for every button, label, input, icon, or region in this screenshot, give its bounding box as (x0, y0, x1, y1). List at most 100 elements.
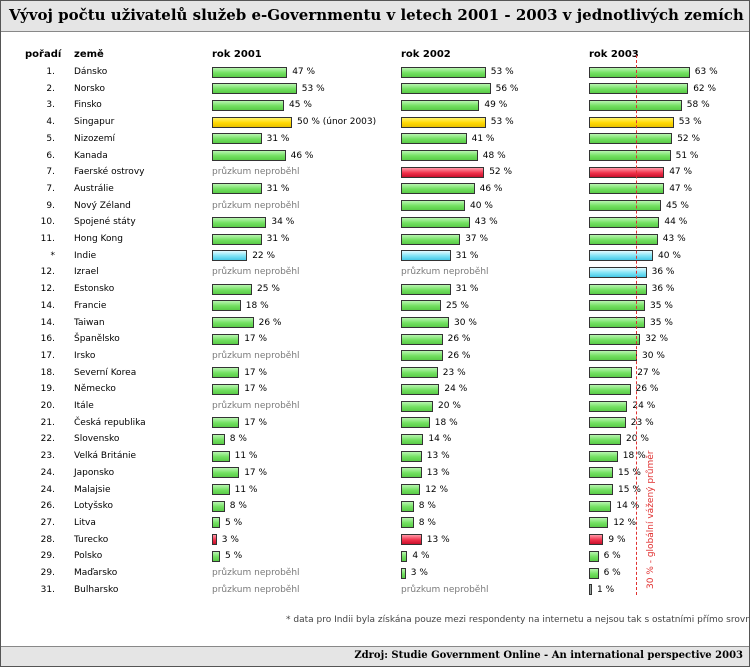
footnote: * data pro Indii byla získána pouze mezi… (286, 615, 750, 625)
bar (589, 266, 647, 278)
bar (212, 383, 240, 395)
data-label: 31 % (455, 284, 479, 295)
bar (401, 350, 443, 362)
bar (589, 350, 637, 362)
average-line-label: 30 % - globální vážený průměr (646, 450, 656, 589)
country-cell: Singapur (74, 117, 115, 128)
data-label: 13 % (426, 467, 450, 478)
country-cell: Malajsie (74, 484, 111, 495)
data-label: 17 % (244, 417, 268, 428)
data-label: 50 % (únor 2003) (297, 117, 377, 128)
rank-cell: 11. (40, 234, 55, 244)
bar (212, 534, 217, 546)
data-label: 8 % (418, 517, 436, 528)
bar (589, 400, 628, 412)
data-label: 20 % (438, 401, 461, 411)
not-surveyed-label: průzkum neproběhl (212, 267, 300, 278)
bar (212, 116, 292, 128)
bar (212, 216, 267, 228)
bar (589, 584, 592, 596)
bar (401, 150, 478, 161)
data-label: 17 % (244, 384, 268, 395)
data-label: 23 % (442, 367, 466, 378)
country-cell: Austrálie (74, 183, 114, 194)
country-cell: Faerské ostrovy (74, 167, 145, 178)
bar (589, 433, 621, 445)
rank-cell: 4. (46, 117, 55, 128)
bar (589, 417, 626, 429)
bar (401, 317, 449, 328)
rank-cell: 21. (40, 417, 55, 428)
data-label: 15 % (618, 484, 641, 495)
data-label: 5 % (225, 517, 243, 528)
bar (212, 183, 262, 195)
rank-cell: 23. (40, 451, 55, 462)
bar (401, 567, 406, 579)
data-label: 30 % (454, 317, 477, 328)
bar (212, 317, 254, 328)
bar (212, 417, 240, 429)
bar (212, 484, 230, 495)
bar (589, 83, 689, 95)
country-cell: Taiwan (74, 317, 105, 328)
title-bar: Vývoj počtu uživatelů služeb e-Governmen… (1, 1, 749, 32)
bar (401, 83, 491, 95)
data-label: 8 % (229, 501, 247, 512)
bar (401, 116, 486, 128)
data-label: 30 % (642, 350, 665, 361)
source-note: Zdroj: Studie Government Online - An int… (354, 650, 743, 661)
data-label: 48 % (482, 150, 506, 161)
data-label: 3 % (410, 568, 428, 578)
bar (589, 534, 604, 546)
data-label: 24 % (444, 384, 468, 395)
data-label: 26 % (258, 317, 282, 328)
bar (212, 250, 248, 262)
data-label: 49 % (484, 100, 508, 111)
header-country: země (74, 49, 104, 60)
data-label: 25 % (446, 300, 469, 311)
data-label: 56 % (495, 83, 519, 94)
country-cell: Estonsko (74, 284, 115, 295)
bar (212, 550, 220, 562)
data-label: 8 % (229, 434, 247, 445)
rank-cell: 20. (40, 401, 55, 411)
data-label: 44 % (664, 217, 688, 228)
data-label: 45 % (666, 200, 689, 211)
rank-cell: 12. (40, 284, 55, 295)
bar (212, 467, 240, 479)
bar (212, 133, 262, 145)
rank-cell: 26. (40, 501, 55, 512)
bar (401, 300, 441, 312)
data-label: 31 % (266, 133, 290, 144)
rank-cell: 5. (46, 133, 55, 144)
country-cell: Španělsko (74, 334, 120, 345)
rank-cell: 14. (40, 300, 55, 311)
data-label: 37 % (465, 234, 489, 244)
country-cell: Spojené státy (74, 217, 136, 228)
data-label: 32 % (645, 334, 669, 345)
data-label: 17 % (244, 367, 268, 378)
bar (212, 333, 240, 345)
rank-cell: 16. (40, 334, 55, 345)
bar (589, 166, 665, 178)
header-2001: rok 2001 (212, 49, 262, 60)
data-label: 18 % (622, 451, 646, 462)
bar (589, 233, 658, 245)
bar (401, 550, 408, 562)
country-cell: Nizozemí (74, 133, 115, 144)
bar (589, 484, 613, 495)
data-label: 35 % (650, 317, 673, 328)
data-label: 13 % (426, 451, 450, 462)
bar (589, 99, 682, 111)
bar (401, 517, 414, 529)
header-2003: rok 2003 (589, 49, 639, 60)
rank-cell: 27. (40, 517, 55, 528)
data-label: 53 % (490, 117, 514, 128)
bar (212, 233, 262, 245)
bar (212, 83, 297, 95)
data-label: 53 % (490, 67, 514, 77)
data-label: 53 % (301, 83, 325, 94)
data-label: 22 % (252, 250, 276, 261)
bar (589, 383, 631, 395)
bar (212, 450, 230, 462)
